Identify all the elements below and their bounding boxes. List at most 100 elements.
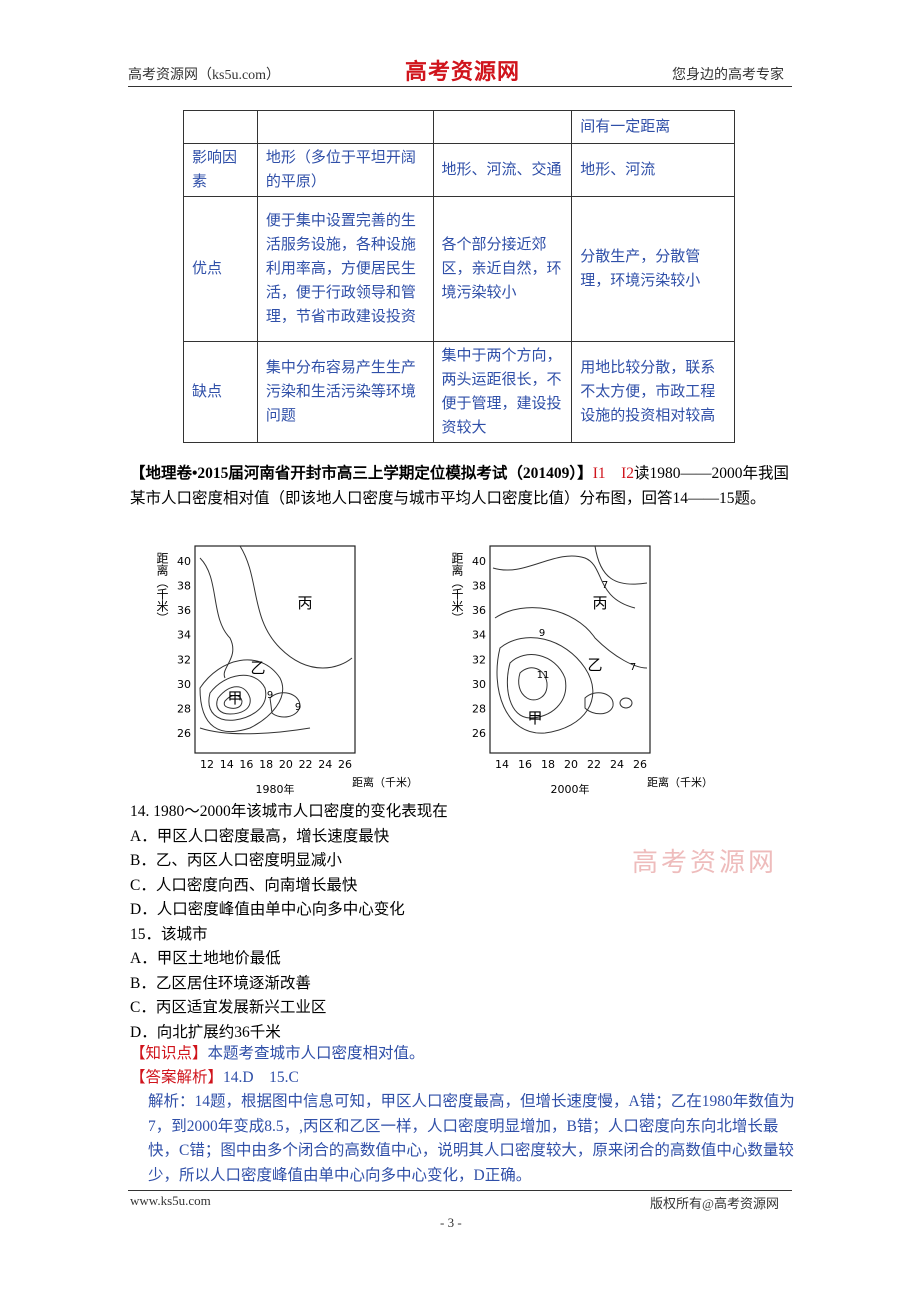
- x-tick-label: 20: [564, 758, 578, 771]
- x-tick-label: 22: [299, 758, 313, 771]
- intro-text: 读1980——2000年我国某市人口密度相对值（即该地人口密度与城市平均人口密度…: [130, 465, 790, 507]
- table-cell: [183, 110, 258, 144]
- map-label: 9: [267, 690, 273, 701]
- table-row: 影响因素 地形（多位于平坦开阔的平原） 地形、河流、交通 地形、河流: [183, 143, 735, 197]
- y-tick-label: 38: [472, 580, 486, 593]
- table-cell: [256, 110, 434, 144]
- y-tick-label: 26: [177, 727, 191, 740]
- map-label: 甲: [527, 709, 542, 727]
- contour-line: [269, 692, 301, 718]
- knowledge-text: 本题考查城市人口密度相对值。: [207, 1045, 425, 1062]
- x-tick-label: 24: [318, 758, 332, 771]
- y-tick-label: 40: [472, 555, 486, 568]
- y-tick-label: 30: [177, 678, 191, 691]
- y-tick-label: 34: [177, 629, 191, 642]
- map-label: 7: [630, 662, 636, 673]
- contour-line: [594, 545, 648, 585]
- map-label: 乙: [587, 656, 602, 674]
- questions: 14. 1980～2000年该城市人口密度的变化表现在 A．甲区人口密度最高，增长…: [130, 800, 790, 1045]
- answer-tag: 【答案解析】: [130, 1069, 224, 1086]
- table-cell: 间有一定距离: [571, 110, 735, 144]
- footer-rule: [128, 1190, 792, 1191]
- x-tick-label: 18: [259, 758, 273, 771]
- question-stem: 14. 1980～2000年该城市人口密度的变化表现在: [130, 803, 448, 820]
- y-tick-label: 38: [177, 580, 191, 593]
- question-option: B．乙、丙区人口密度明显减小: [130, 852, 342, 869]
- question-option: D．人口密度峰值由单中心向多中心变化: [130, 901, 405, 918]
- x-tick-label: 16: [239, 758, 253, 771]
- contour-line: [619, 697, 633, 709]
- y-tick-label: 28: [472, 702, 486, 715]
- x-tick-label: 14: [220, 758, 234, 771]
- contour-line: [584, 692, 614, 715]
- table-row: 优点 便于集中设置完善的生活服务设施，各种设施利用率高，方便居民生活，便于行政领导…: [183, 196, 735, 342]
- map-label: 丙: [592, 594, 607, 612]
- question-option: B．乙区居住环境逐渐改善: [130, 974, 311, 992]
- page-number: - 3 -: [440, 1215, 462, 1230]
- table-cell: 各个部分接近郊区，亲近自然，环境污染较小: [432, 196, 573, 342]
- y-tick-label: 36: [472, 604, 486, 617]
- contour-line: [216, 686, 251, 715]
- y-tick-label: 30: [472, 678, 486, 691]
- answer: 【答案解析】14.D 15.C: [130, 1066, 800, 1091]
- knowledge-tag: 【知识点】: [130, 1045, 208, 1062]
- header-rule: [128, 86, 792, 87]
- table-cell: 集中于两个方向，两头运距很长，不便于管理，建设投资较大: [432, 341, 573, 443]
- table-cell: 地形（多位于平坦开阔的平原）: [256, 143, 434, 197]
- x-tick-label: 24: [610, 758, 624, 771]
- table-row: 间有一定距离: [183, 110, 735, 144]
- footer-left: www.ks5u.com: [130, 1193, 211, 1208]
- question-option: A．甲区人口密度最高，增长速度最快: [130, 827, 390, 845]
- map-label: 9: [539, 628, 545, 639]
- contour-line: [223, 694, 243, 709]
- map-caption: 1980年: [256, 782, 295, 796]
- contour-line: [199, 659, 284, 733]
- y-axis-label: 距离（千米）: [155, 552, 169, 624]
- y-axis-label: 距离（千米）: [450, 552, 464, 624]
- map-label: 7: [602, 580, 608, 591]
- x-tick-label: 20: [279, 758, 293, 771]
- map-label: 甲: [227, 689, 242, 707]
- table-cell: 地形、河流、交通: [432, 143, 573, 197]
- contour-line: [518, 667, 548, 701]
- table-cell: 用地比较分散，联系不太方便，市政工程设施的投资相对较高: [571, 341, 735, 443]
- table-cell: 集中分布容易产生生产污染和生活污染等环境问题: [256, 341, 434, 443]
- x-axis-label: 距离（千米）: [352, 775, 418, 789]
- y-tick-label: 36: [177, 604, 191, 617]
- map-label: 9: [295, 702, 301, 713]
- table-cell: 便于集中设置完善的生活服务设施，各种设施利用率高，方便居民生活，便于行政领导和管…: [256, 196, 434, 342]
- y-tick-label: 26: [472, 727, 486, 740]
- contour-line: [496, 637, 594, 734]
- table-cell: [432, 110, 573, 144]
- contour-line: [492, 555, 636, 609]
- table-row: 缺点 集中分布容易产生生产污染和生活污染等环境问题 集中于两个方向，两头运距很长，不…: [183, 341, 735, 443]
- map-label: 丙: [297, 594, 312, 612]
- x-tick-label: 18: [541, 758, 555, 771]
- intro: 【地理卷•2015届河南省开封市高三上学期定位模拟考试（201409）】I1 I…: [130, 462, 800, 511]
- question-option: C．人口密度向西、向南增长最快: [130, 876, 358, 894]
- header-right: 您身边的高考专家: [672, 68, 784, 83]
- map-caption: 2000年: [551, 782, 590, 796]
- answer-text: 14.D 15.C: [223, 1069, 299, 1086]
- table-cell: 地形、河流: [571, 143, 735, 197]
- x-axis-label: 距离（千米）: [647, 775, 713, 789]
- y-tick-label: 32: [177, 653, 191, 666]
- map-label: 11: [537, 670, 550, 681]
- x-tick-label: 26: [338, 758, 352, 771]
- analysis: 解析：14题，根据图中信息可知，甲区人口密度最高，但增长速度慢，A错；乙在198…: [148, 1093, 795, 1184]
- y-tick-label: 32: [472, 653, 486, 666]
- x-tick-label: 16: [518, 758, 532, 771]
- comparison-table: 间有一定距离 影响因素 地形（多位于平坦开阔的平原） 地形、河流、交通 地形、河流 优点便…: [183, 110, 735, 443]
- knowledge: 【知识点】本题考查城市人口密度相对值。: [130, 1042, 800, 1067]
- x-tick-label: 12: [200, 758, 214, 771]
- y-tick-label: 34: [472, 629, 486, 642]
- table-cell: 分散生产，分散管理，环境污染较小: [571, 196, 735, 342]
- contour-line: [199, 557, 234, 679]
- y-tick-label: 40: [177, 555, 191, 568]
- question-option: D．向北扩展约36千米: [130, 1023, 281, 1041]
- table-cell: 影响因素: [183, 143, 258, 197]
- map-frame: [194, 545, 356, 754]
- question-option: C．丙区适宜发展新兴工业区: [130, 999, 327, 1016]
